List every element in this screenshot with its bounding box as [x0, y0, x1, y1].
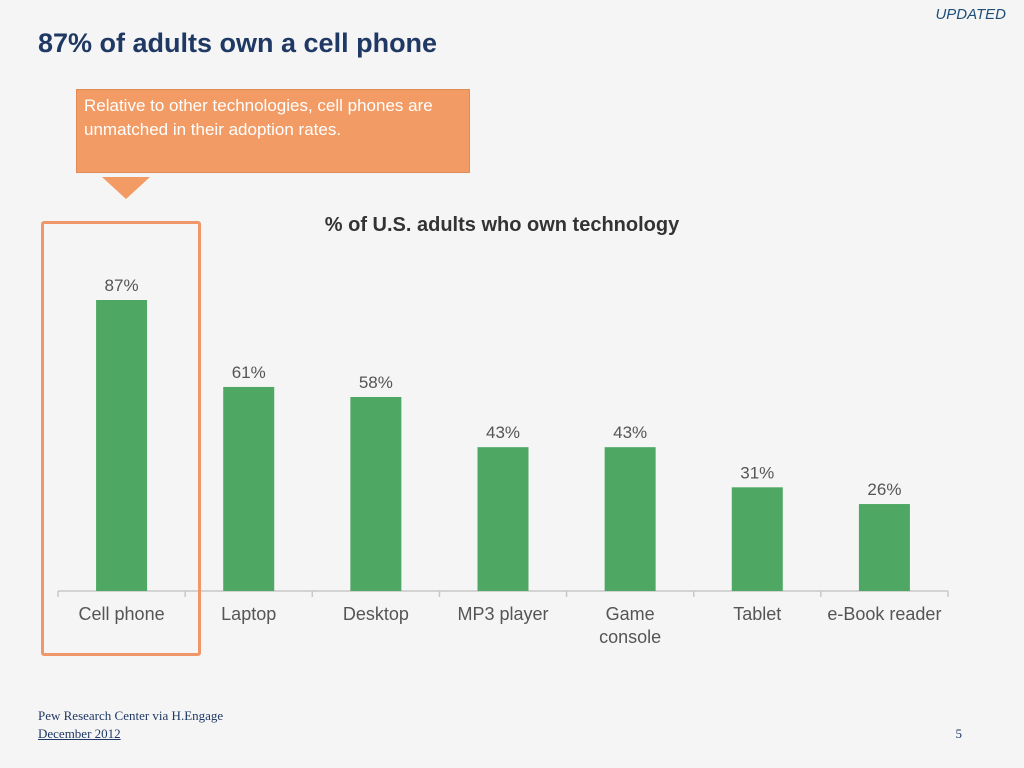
bar-cell-phone — [96, 300, 148, 591]
bar-laptop — [223, 386, 275, 591]
page-number: 5 — [955, 726, 963, 741]
bar-mp3-player — [477, 447, 529, 591]
x-tick-label: Desktop — [343, 604, 409, 624]
x-tick-label: MP3 player — [457, 604, 548, 624]
data-label: 58% — [359, 373, 393, 392]
updated-label: UPDATED — [935, 6, 1006, 23]
x-tick-label: console — [599, 627, 661, 647]
x-tick-label: Tablet — [733, 604, 781, 624]
x-tick-label: Cell phone — [79, 604, 165, 624]
callout-text: Relative to other technologies, cell pho… — [84, 96, 433, 139]
source-date-link[interactable]: December 2012 — [38, 726, 121, 741]
data-label: 87% — [105, 276, 139, 295]
data-label: 43% — [613, 423, 647, 442]
callout-box: Relative to other technologies, cell pho… — [76, 89, 470, 173]
bar-game-console — [604, 447, 656, 591]
data-label: 61% — [232, 363, 266, 382]
cell-phone-highlight-frame — [41, 221, 201, 656]
bar-tablet — [731, 487, 783, 591]
data-label: 26% — [867, 480, 901, 499]
bar-e-book-reader — [858, 504, 910, 591]
x-tick-label: Laptop — [221, 604, 276, 624]
data-label: 31% — [740, 463, 774, 482]
page-title: 87% of adults own a cell phone — [38, 28, 438, 58]
source-note: Pew Research Center via H.Engage — [38, 708, 224, 723]
bar-desktop — [350, 397, 402, 591]
x-tick-label: Game — [606, 604, 655, 624]
data-label: 43% — [486, 423, 520, 442]
chart-title: % of U.S. adults who own technology — [324, 214, 680, 236]
callout-pointer — [102, 177, 150, 199]
x-tick-label: e-Book reader — [827, 604, 941, 624]
